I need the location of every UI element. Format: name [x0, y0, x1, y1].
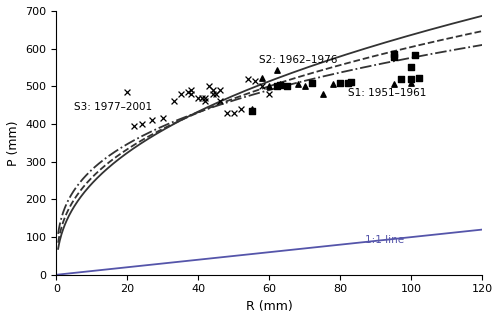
Point: [202, 99, 209, 104]
Point: [390, 52, 398, 57]
Point: [159, 116, 167, 121]
Point: [244, 76, 252, 81]
Point: [258, 76, 266, 81]
Point: [251, 78, 259, 83]
Point: [216, 99, 224, 104]
Point: [248, 108, 256, 113]
Point: [294, 82, 302, 87]
Point: [330, 82, 338, 87]
Text: S1: 1951–1961: S1: 1951–1961: [348, 88, 426, 98]
Point: [336, 80, 344, 85]
Point: [208, 91, 216, 96]
Point: [272, 83, 280, 88]
Point: [205, 84, 213, 89]
Point: [308, 80, 316, 85]
Point: [283, 84, 291, 89]
Point: [283, 84, 291, 89]
Point: [347, 79, 355, 84]
Point: [170, 99, 177, 104]
Point: [408, 65, 416, 70]
Point: [198, 95, 206, 100]
Point: [148, 118, 156, 123]
Y-axis label: P (mm): P (mm): [7, 120, 20, 166]
Point: [208, 88, 216, 93]
Point: [266, 91, 274, 96]
Point: [397, 76, 405, 81]
Point: [237, 106, 245, 111]
Point: [336, 80, 344, 85]
Point: [202, 95, 209, 100]
Point: [248, 106, 256, 111]
Point: [216, 88, 224, 93]
Point: [184, 89, 192, 94]
Point: [188, 88, 196, 93]
Point: [230, 110, 238, 115]
Point: [411, 53, 419, 58]
Point: [390, 82, 398, 87]
X-axis label: R (mm): R (mm): [246, 300, 293, 313]
Point: [276, 83, 284, 88]
Point: [194, 95, 202, 100]
Point: [408, 76, 416, 81]
Text: 1:1 line: 1:1 line: [366, 235, 405, 244]
Point: [301, 84, 309, 89]
Point: [344, 80, 351, 85]
Point: [138, 122, 145, 127]
Point: [276, 82, 284, 87]
Point: [188, 91, 196, 96]
Point: [318, 91, 326, 96]
Point: [258, 84, 266, 89]
Point: [272, 68, 280, 73]
Point: [130, 123, 138, 128]
Point: [344, 80, 351, 85]
Point: [414, 76, 422, 81]
Text: S2: 1962–1976: S2: 1962–1976: [259, 55, 337, 65]
Point: [212, 91, 220, 96]
Point: [223, 110, 231, 115]
Point: [390, 55, 398, 60]
Point: [176, 91, 184, 96]
Point: [248, 108, 256, 113]
Point: [266, 84, 274, 89]
Text: S3: 1977–2001: S3: 1977–2001: [74, 102, 152, 112]
Point: [124, 89, 132, 94]
Point: [408, 80, 416, 85]
